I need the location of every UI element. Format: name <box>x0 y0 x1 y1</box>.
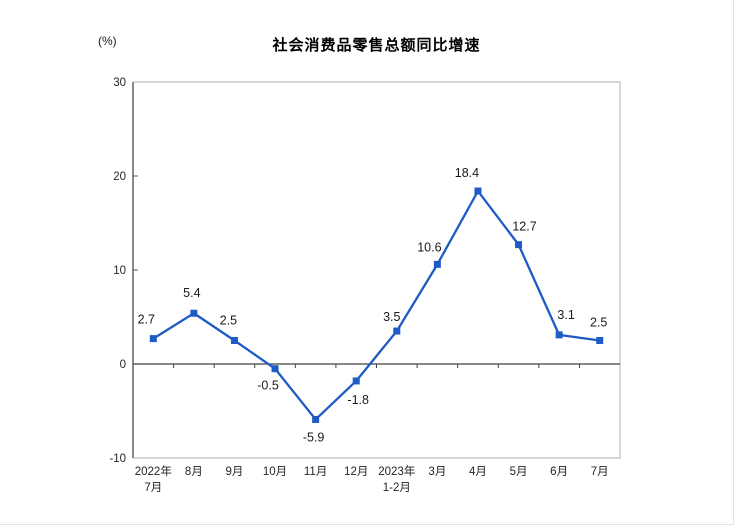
data-line <box>152 189 600 421</box>
data-point-label: -0.5 <box>257 379 279 393</box>
data-point-marker <box>149 335 157 343</box>
data-point-label: 12.7 <box>512 220 536 234</box>
y-tick-label: 0 <box>120 359 126 371</box>
x-tick-label: 4月 <box>469 466 487 478</box>
y-tick-label: 20 <box>113 171 126 183</box>
x-tick-label: 12月 <box>344 466 368 478</box>
y-tick-label: -10 <box>109 453 126 465</box>
data-point-label: 18.4 <box>455 166 479 180</box>
data-point-marker <box>555 331 563 339</box>
x-tick-label: 6月 <box>550 466 568 478</box>
data-point-marker <box>474 187 482 195</box>
x-tick-label: 11月 <box>304 466 327 478</box>
plot-border <box>133 81 621 459</box>
x-tick-label: 5月 <box>510 466 528 478</box>
y-tick-label: 30 <box>113 77 126 89</box>
data-point-label: 2.7 <box>138 313 155 327</box>
y-axis-unit-label: (%) <box>98 34 117 48</box>
x-tick-label: 7月 <box>591 466 609 478</box>
data-point-label: 3.1 <box>557 308 574 322</box>
chart-title: 社会消费品零售总额同比增速 <box>272 37 481 54</box>
x-tick-label: 9月 <box>226 466 244 478</box>
data-point-label: -1.8 <box>347 393 369 407</box>
data-point-label: 10.6 <box>417 240 441 254</box>
data-point-label: 2.5 <box>590 316 607 330</box>
data-point-marker <box>190 309 198 317</box>
y-tick-label: 10 <box>113 265 126 277</box>
x-tick-label: 2023年 1-2月 <box>378 464 415 494</box>
data-point-label: 2.5 <box>220 314 237 328</box>
data-point-label: 5.4 <box>183 286 200 300</box>
data-point-marker <box>393 327 401 335</box>
data-point-marker <box>515 241 523 249</box>
x-tick-label: 8月 <box>185 466 203 478</box>
data-point-marker <box>312 415 320 423</box>
data-point-label: -5.9 <box>303 430 325 444</box>
data-point-marker <box>433 260 441 268</box>
data-point-marker <box>352 377 360 385</box>
data-point-label: 3.5 <box>383 310 400 324</box>
x-tick-label: 3月 <box>428 466 446 478</box>
x-tick-label: 10月 <box>263 466 287 478</box>
x-tick-label: 2022年 7月 <box>135 464 172 494</box>
data-point-marker <box>596 337 604 344</box>
data-point-marker <box>271 365 279 373</box>
data-point-marker <box>230 337 238 344</box>
